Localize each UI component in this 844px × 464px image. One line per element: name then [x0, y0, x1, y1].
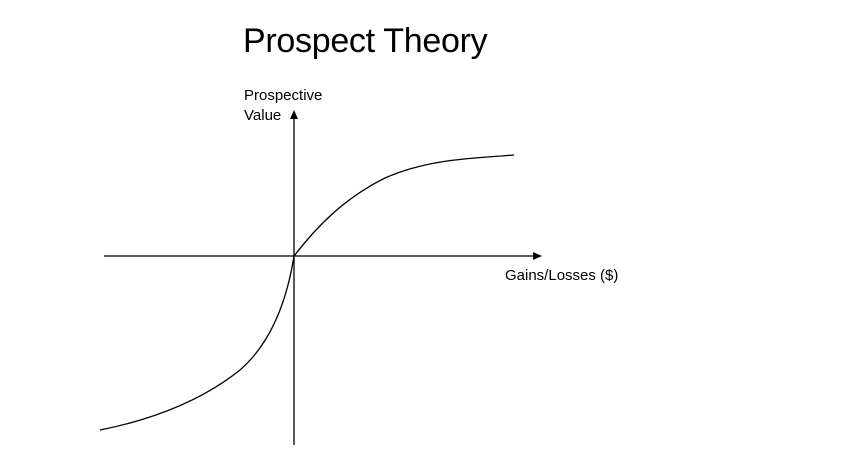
y-axis-label: Prospective Value: [244, 86, 322, 126]
y-axis-arrowhead: [290, 110, 298, 119]
x-axis-label: Gains/Losses ($): [505, 267, 619, 284]
x-axis-arrowhead: [533, 252, 542, 260]
diagram-title: Prospect Theory: [243, 22, 488, 60]
value-function-curve: [99, 154, 515, 431]
y-axis-label-line2: Value: [244, 107, 282, 124]
y-axis-label-line1: Prospective: [244, 87, 323, 104]
